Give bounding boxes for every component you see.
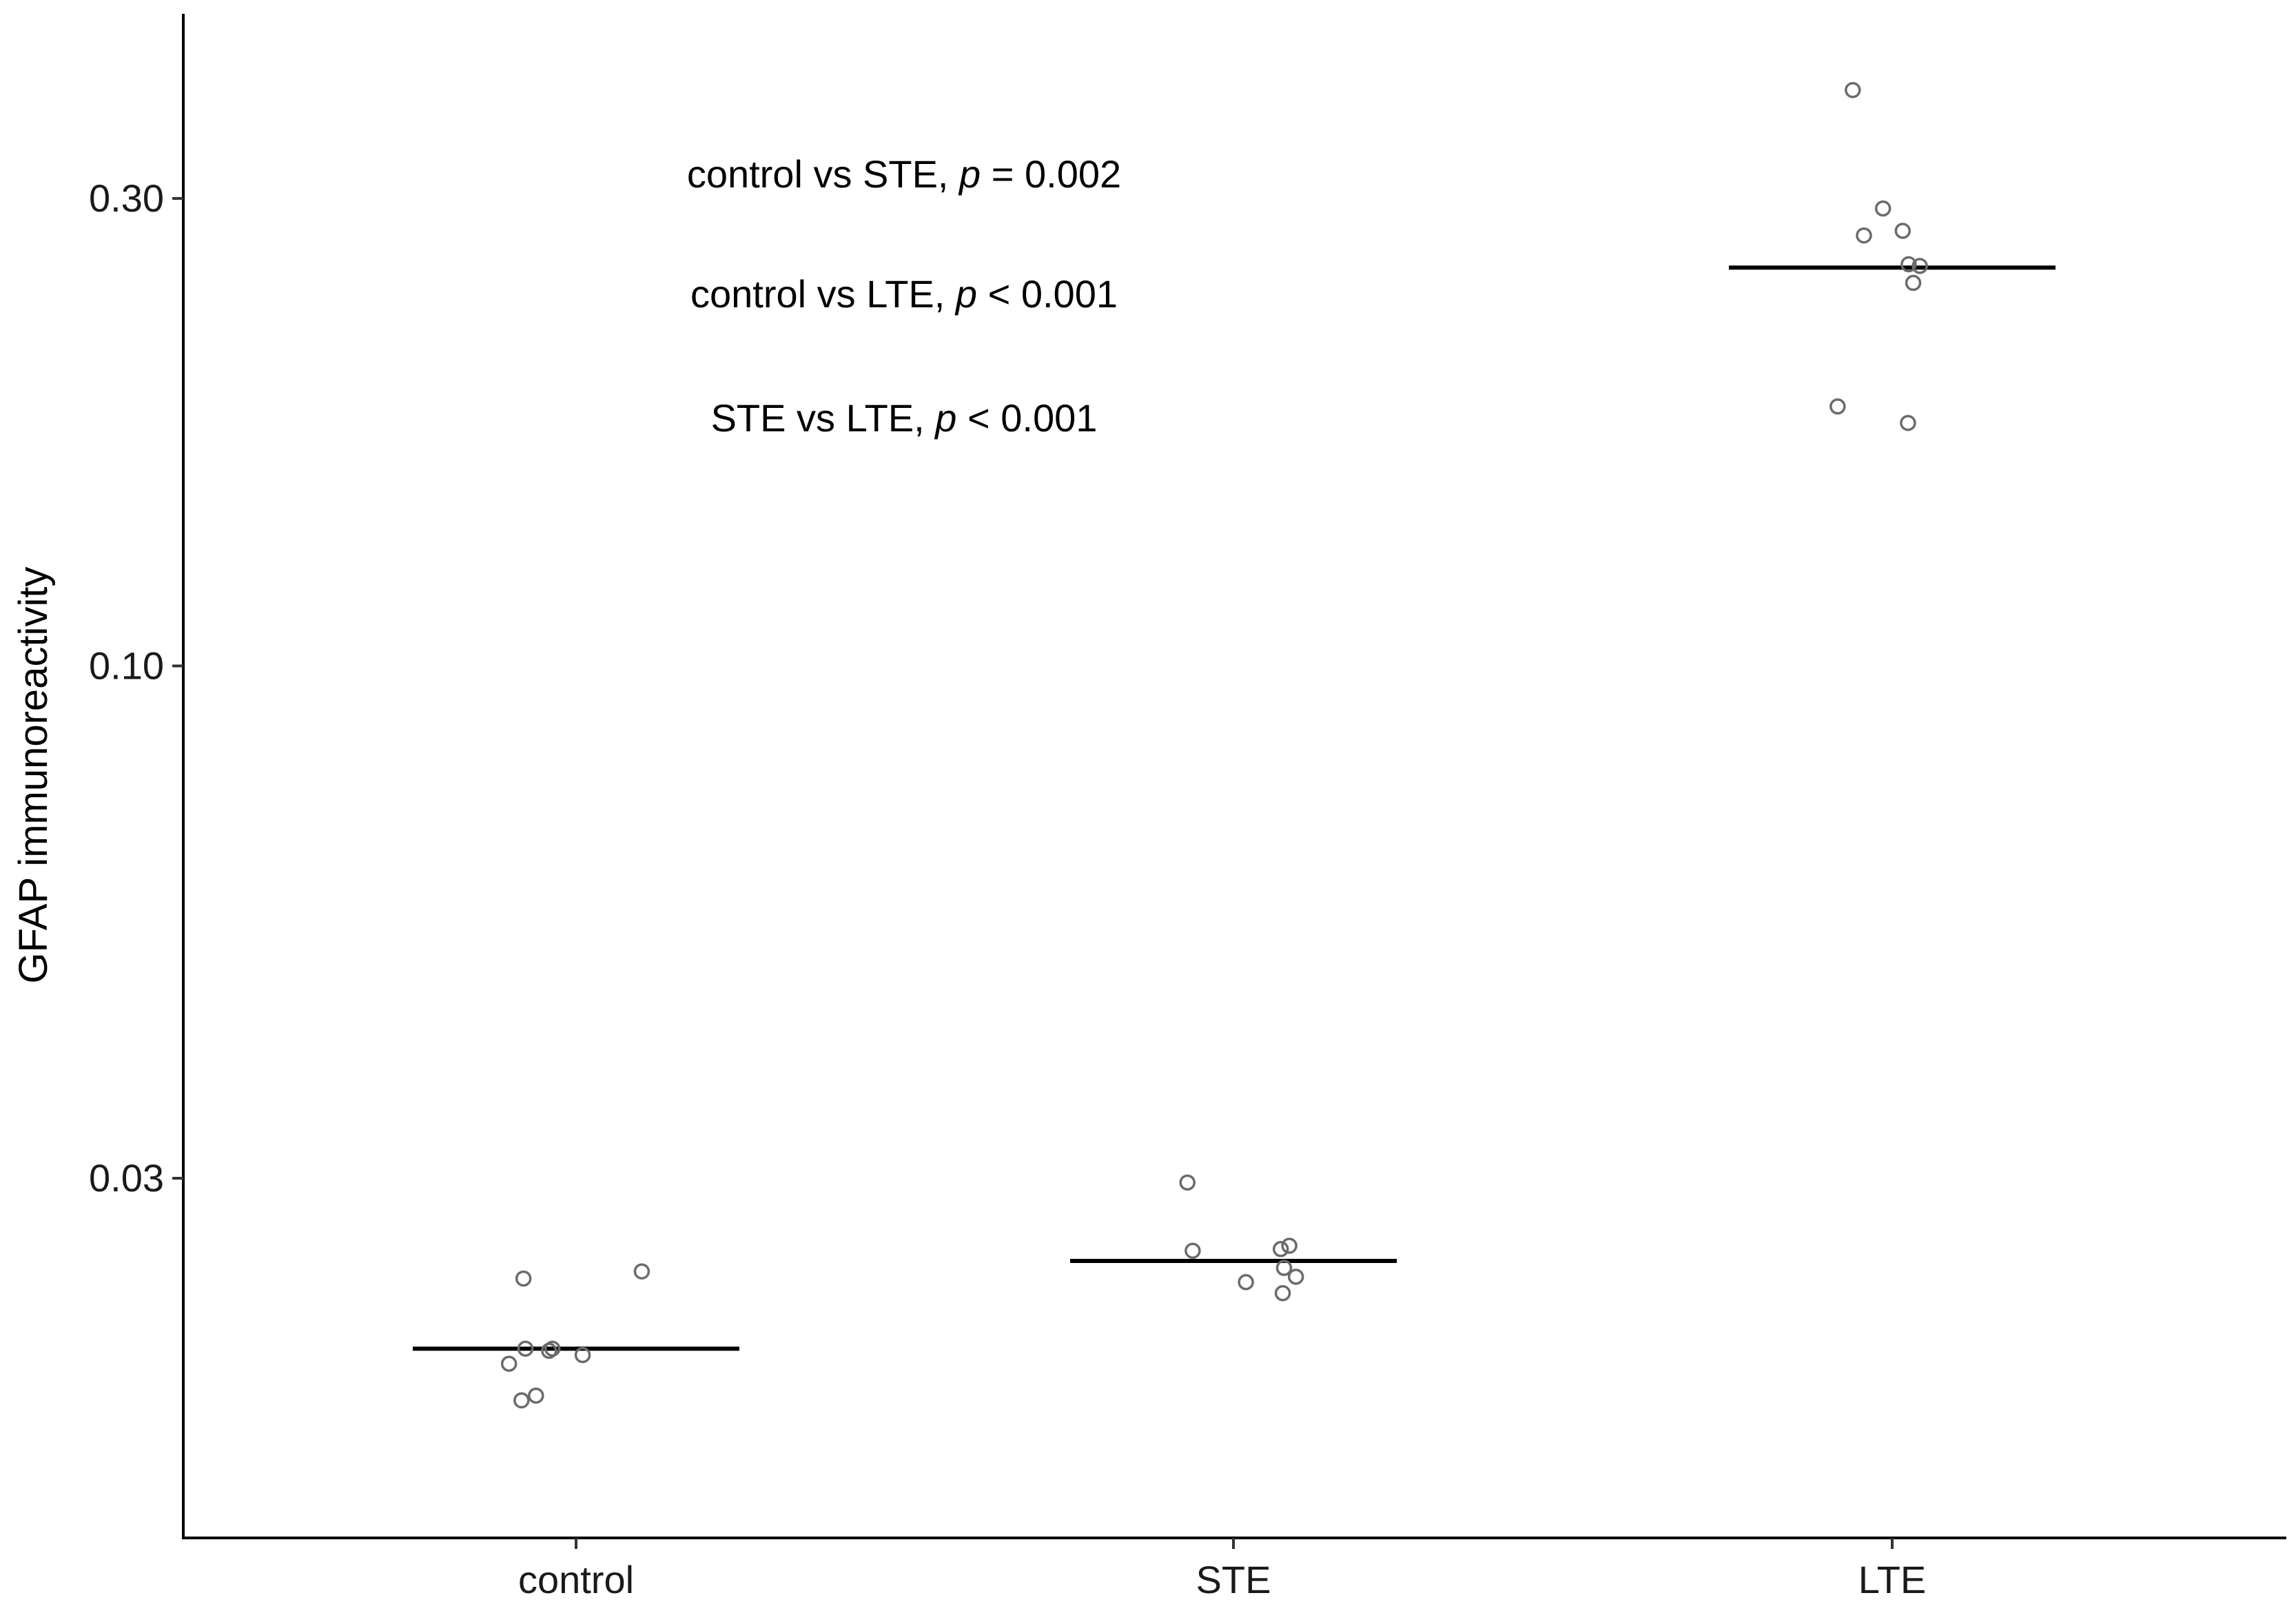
annotation-p-symbol: p <box>934 396 956 440</box>
p-value-annotation: control vs LTE, p < 0.001 <box>690 272 1118 316</box>
data-point-lte <box>1856 227 1872 244</box>
axes <box>182 14 2286 1539</box>
x-tick-label: STE <box>1196 1558 1271 1601</box>
data-point-control <box>513 1392 530 1409</box>
annotation-comparison: control vs LTE, <box>690 272 956 316</box>
data-point-control <box>517 1340 534 1357</box>
y-tick-label: 0.10 <box>89 644 164 687</box>
p-value-annotations: control vs STE, p = 0.002 control vs LTE,… <box>687 152 1121 440</box>
x-tick-label: LTE <box>1858 1558 1927 1601</box>
data-points <box>500 81 1928 1409</box>
p-value-annotation: STE vs LTE, p < 0.001 <box>711 396 1098 440</box>
data-point-lte <box>1911 258 1928 274</box>
data-point-lte <box>1829 398 1846 415</box>
x-tick-label: control <box>518 1558 634 1601</box>
annotation-p-symbol: p <box>958 152 981 196</box>
data-point-ste <box>1185 1242 1201 1259</box>
data-point-lte <box>1905 274 1922 291</box>
annotation-comparison: control vs STE, <box>687 152 959 196</box>
data-point-lte <box>1900 415 1916 431</box>
data-point-ste <box>1272 1241 1289 1257</box>
y-axis-title: GFAP immunoreactivity <box>11 567 56 984</box>
data-point-ste <box>1179 1174 1196 1191</box>
y-ticks: 0.03 0.10 0.30 <box>89 176 183 1200</box>
data-point-control <box>515 1270 532 1287</box>
data-point-ste <box>1287 1269 1304 1285</box>
data-point-ste <box>1238 1274 1254 1291</box>
data-point-control <box>528 1387 544 1404</box>
data-point-control <box>544 1340 561 1357</box>
data-point-lte <box>1845 81 1861 99</box>
data-point-lte <box>1874 200 1892 217</box>
data-point-ste <box>1281 1238 1298 1254</box>
data-point-control <box>633 1263 650 1280</box>
x-ticks: control STE LTE <box>518 1538 1926 1601</box>
data-point-ste <box>1274 1285 1291 1302</box>
annotation-p-value: < 0.001 <box>977 272 1118 316</box>
y-tick-label: 0.30 <box>89 176 164 220</box>
y-tick-label: 0.03 <box>89 1156 164 1200</box>
data-point-control <box>574 1346 591 1364</box>
annotation-p-value: = 0.002 <box>981 152 1121 196</box>
annotation-p-symbol: p <box>954 272 977 316</box>
annotation-comparison: STE vs LTE, <box>711 396 936 440</box>
data-point-lte <box>1900 256 1917 273</box>
annotation-p-value: < 0.001 <box>956 396 1097 440</box>
median-lines <box>413 265 2056 1351</box>
p-value-annotation: control vs STE, p = 0.002 <box>687 152 1121 196</box>
data-point-ste <box>1275 1260 1293 1276</box>
data-point-lte <box>1894 223 1911 239</box>
data-point-control <box>500 1355 517 1372</box>
